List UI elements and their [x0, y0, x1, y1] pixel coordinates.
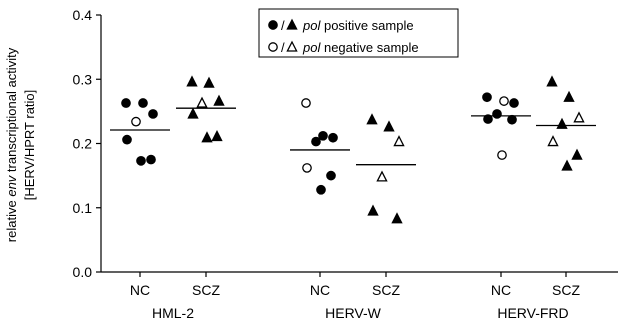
filled-circle-point [483, 114, 493, 124]
legend-filled-circle [268, 20, 278, 30]
series-label: SCZ [552, 282, 580, 298]
open-triangle-point [376, 170, 388, 182]
legend-label-text: positive sample [320, 18, 413, 33]
legend-slash: / [281, 40, 285, 55]
filled-circle-point [316, 184, 326, 195]
series-label: NC [130, 282, 150, 298]
data-points [121, 75, 585, 224]
y-tick-label: 0.3 [73, 71, 93, 87]
group-label: HERV-W [325, 305, 382, 321]
filled-circle-point [318, 130, 328, 141]
open-circle-point [131, 116, 141, 127]
y-axis-label-unit: [HERV/HPRT ratio] [22, 90, 37, 201]
filled-triangle-point [556, 117, 568, 129]
y-tick-label: 0.1 [73, 200, 93, 216]
legend-label-italic: pol [302, 18, 321, 33]
y-axis-label-italic: env [4, 174, 19, 196]
filled-circle-point [148, 109, 158, 119]
filled-circle-point [326, 170, 336, 181]
group-label: HML-2 [152, 305, 194, 321]
open-triangle-point [547, 135, 559, 147]
open-triangle-point [393, 135, 405, 147]
filled-triangle-point [186, 75, 198, 87]
filled-triangle-point [546, 75, 558, 87]
filled-triangle-point [201, 131, 213, 143]
filled-circle-point [122, 134, 132, 145]
filled-triangle-point [366, 113, 378, 125]
legend-label-text: negative sample [320, 40, 418, 55]
series-label: SCZ [372, 282, 400, 298]
filled-circle-point [492, 109, 502, 119]
filled-triangle-point [391, 212, 403, 224]
filled-circle-point [136, 155, 146, 166]
filled-circle-point [328, 132, 338, 143]
filled-triangle-point [213, 94, 225, 106]
filled-triangle-point [563, 90, 575, 102]
y-tick-label: 0.2 [73, 136, 93, 152]
filled-circle-point [311, 136, 321, 147]
filled-triangle-point [211, 130, 223, 142]
filled-triangle-point [561, 159, 573, 171]
legend-label-italic: pol [302, 40, 321, 55]
filled-triangle-point [383, 120, 395, 132]
open-circle-point [499, 96, 509, 106]
y-axis-label-suffix: transcriptional activity [4, 47, 19, 175]
filled-circle-point [121, 98, 131, 108]
series-label: NC [310, 282, 330, 298]
filled-triangle-point [203, 76, 215, 88]
legend-slash: / [281, 18, 285, 33]
series-label: NC [491, 282, 511, 298]
y-tick-label: 0.4 [73, 7, 93, 23]
legend-label: pol positive sample [302, 18, 414, 33]
open-triangle-point [573, 111, 585, 123]
y-axis-label-prefix: relative [4, 197, 19, 243]
filled-triangle-point [187, 107, 199, 119]
y-tick-label: 0.0 [73, 264, 93, 280]
open-triangle-point [196, 96, 208, 108]
open-circle-point [302, 163, 312, 173]
legend-items: / pol positive sample / pol negative sample [268, 18, 419, 55]
legend-filled-triangle [286, 18, 298, 30]
filled-circle-point [507, 114, 517, 125]
open-circle-point [497, 150, 507, 160]
legend-open-circle [268, 42, 278, 52]
legend: / pol positive sample / pol negative sample [258, 8, 459, 58]
mean-lines [110, 107, 596, 166]
filled-circle-point [509, 98, 519, 108]
open-circle-point [301, 98, 311, 108]
filled-circle-point [138, 98, 148, 108]
filled-triangle-point [571, 148, 583, 160]
legend-open-triangle [286, 40, 298, 52]
y-axis-label: relative env transcriptional activity [4, 47, 19, 242]
filled-circle-point [482, 92, 492, 103]
group-label: HERV-FRD [497, 305, 568, 321]
filled-triangle-point [367, 204, 379, 216]
filled-circle-point [146, 154, 156, 165]
series-label: SCZ [192, 282, 220, 298]
y-ticks: 0.0 0.1 0.2 0.3 0.4 [73, 7, 101, 280]
legend-label: pol negative sample [302, 40, 419, 55]
